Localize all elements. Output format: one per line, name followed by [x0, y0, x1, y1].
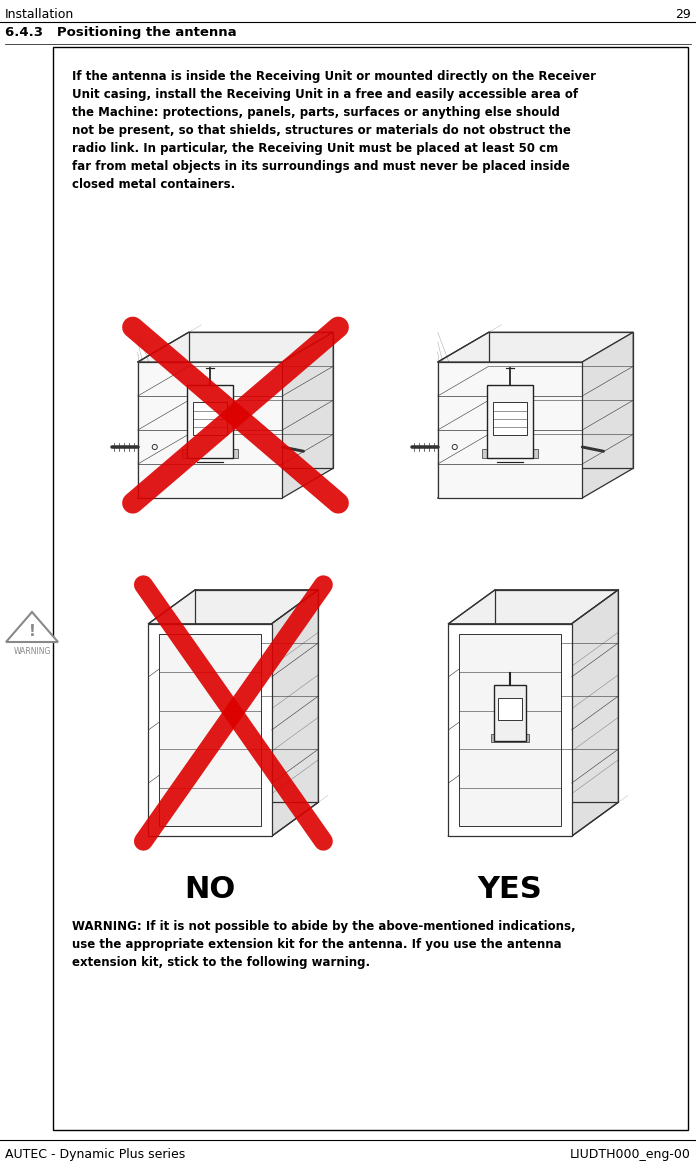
Polygon shape: [571, 589, 618, 837]
Polygon shape: [148, 589, 318, 623]
Text: 6.4.3   Positioning the antenna: 6.4.3 Positioning the antenna: [5, 26, 237, 39]
Text: WARNING: If it is not possible to abide by the above-mentioned indications,
use : WARNING: If it is not possible to abide …: [72, 920, 576, 969]
Text: WARNING: WARNING: [13, 647, 51, 656]
Bar: [494, 685, 526, 741]
Text: If the antenna is inside the Receiving Unit or mounted directly on the Receiver
: If the antenna is inside the Receiving U…: [72, 70, 596, 191]
Bar: [498, 698, 522, 720]
Bar: [193, 403, 227, 435]
Polygon shape: [148, 623, 271, 837]
Bar: [187, 385, 233, 457]
Polygon shape: [448, 623, 571, 837]
Polygon shape: [283, 333, 333, 498]
Bar: [482, 449, 537, 457]
Text: !: !: [29, 624, 35, 640]
Text: 29: 29: [675, 8, 691, 21]
Polygon shape: [6, 612, 58, 642]
Bar: [159, 634, 262, 826]
Polygon shape: [448, 589, 618, 623]
Polygon shape: [438, 333, 633, 362]
Text: NO: NO: [184, 875, 236, 904]
Polygon shape: [438, 362, 583, 498]
Text: AUTEC - Dynamic Plus series: AUTEC - Dynamic Plus series: [5, 1148, 185, 1161]
Polygon shape: [138, 362, 283, 498]
Text: LIUDTH000_eng-00: LIUDTH000_eng-00: [570, 1148, 691, 1161]
Polygon shape: [271, 589, 318, 837]
Bar: [459, 634, 562, 826]
Bar: [491, 734, 529, 742]
Bar: [487, 385, 533, 457]
Polygon shape: [138, 333, 333, 362]
Text: YES: YES: [477, 875, 542, 904]
Bar: [493, 403, 527, 435]
Text: Installation: Installation: [5, 8, 74, 21]
Bar: [182, 449, 237, 457]
Polygon shape: [583, 333, 633, 498]
